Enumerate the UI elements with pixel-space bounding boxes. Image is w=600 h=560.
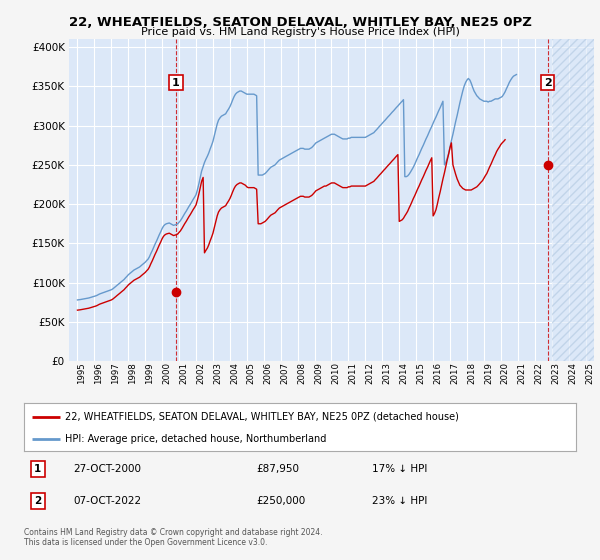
- Text: 2022: 2022: [535, 362, 544, 384]
- Text: 17% ↓ HPI: 17% ↓ HPI: [372, 464, 427, 474]
- Text: 2024: 2024: [569, 362, 578, 384]
- Text: 2: 2: [34, 496, 41, 506]
- Text: 2008: 2008: [298, 362, 307, 384]
- Text: 1: 1: [34, 464, 41, 474]
- Text: 2025: 2025: [586, 362, 595, 384]
- Text: Price paid vs. HM Land Registry's House Price Index (HPI): Price paid vs. HM Land Registry's House …: [140, 27, 460, 37]
- Text: 1997: 1997: [112, 362, 121, 384]
- Text: 2015: 2015: [416, 362, 425, 384]
- Text: 2014: 2014: [399, 362, 408, 384]
- Text: £250,000: £250,000: [256, 496, 305, 506]
- Text: 2012: 2012: [365, 362, 374, 384]
- Text: 2010: 2010: [331, 362, 340, 384]
- Text: 2018: 2018: [467, 362, 476, 384]
- Text: 2005: 2005: [247, 362, 256, 384]
- Text: 23% ↓ HPI: 23% ↓ HPI: [372, 496, 427, 506]
- Bar: [551, 39, 594, 361]
- Text: 2004: 2004: [230, 362, 239, 384]
- Text: £87,950: £87,950: [256, 464, 299, 474]
- Text: 1998: 1998: [128, 362, 137, 384]
- Text: 27-OCT-2000: 27-OCT-2000: [74, 464, 142, 474]
- Text: 2016: 2016: [433, 362, 442, 384]
- Text: 1995: 1995: [77, 362, 86, 384]
- Text: 2013: 2013: [382, 362, 391, 384]
- Text: 1996: 1996: [94, 362, 103, 384]
- Text: 22, WHEATFIELDS, SEATON DELAVAL, WHITLEY BAY, NE25 0PZ (detached house): 22, WHEATFIELDS, SEATON DELAVAL, WHITLEY…: [65, 412, 459, 422]
- Text: 2001: 2001: [179, 362, 188, 384]
- Text: 2009: 2009: [314, 362, 323, 384]
- Text: 2007: 2007: [281, 362, 290, 384]
- Text: 2011: 2011: [349, 362, 358, 384]
- Text: 2002: 2002: [196, 362, 205, 384]
- Text: 22, WHEATFIELDS, SEATON DELAVAL, WHITLEY BAY, NE25 0PZ: 22, WHEATFIELDS, SEATON DELAVAL, WHITLEY…: [68, 16, 532, 29]
- Text: 2020: 2020: [501, 362, 510, 384]
- Text: 2023: 2023: [551, 362, 560, 384]
- Text: 2017: 2017: [450, 362, 459, 384]
- Text: 07-OCT-2022: 07-OCT-2022: [74, 496, 142, 506]
- Text: 2003: 2003: [213, 362, 222, 384]
- Text: 2000: 2000: [162, 362, 171, 384]
- Text: 1999: 1999: [145, 362, 154, 384]
- Text: 2: 2: [544, 78, 551, 88]
- Text: 2021: 2021: [518, 362, 527, 384]
- Text: 2019: 2019: [484, 362, 493, 384]
- Text: Contains HM Land Registry data © Crown copyright and database right 2024.
This d: Contains HM Land Registry data © Crown c…: [24, 528, 323, 547]
- Text: 1: 1: [172, 78, 180, 88]
- Text: 2006: 2006: [264, 362, 273, 384]
- Text: HPI: Average price, detached house, Northumberland: HPI: Average price, detached house, Nort…: [65, 434, 327, 444]
